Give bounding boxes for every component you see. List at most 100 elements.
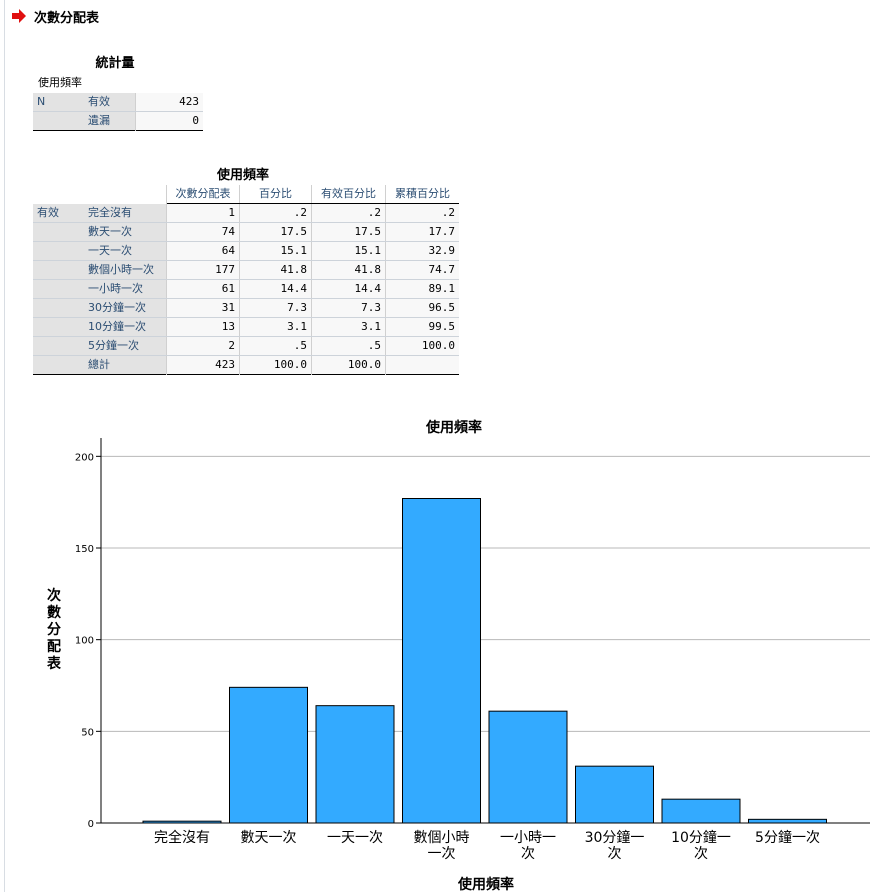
y-axis-label-char: 表 [46,655,62,672]
y-tick-label: 200 [75,452,94,463]
bar [575,765,654,824]
bar [402,498,481,824]
stats-value-missing: 0 [135,111,203,131]
stats-group-n: N [33,93,84,112]
freq-cell: 3.1 [239,317,312,337]
freq-cell: 13 [166,317,240,337]
col-header-percent: 百分比 [239,185,312,204]
y-axis-label: 次數分配表 [46,587,62,672]
x-tick-label: 10分鐘一 [671,829,731,846]
freq-title: 使用頻率 [216,168,269,183]
freq-cell: 74 [166,222,240,242]
freq-cell: 7.3 [239,298,312,318]
freq-cell: 64 [166,241,240,261]
freq-cell: 100.0 [311,355,386,375]
freq-cell: 74.7 [385,260,459,280]
x-tick-label: 一次 [428,846,456,862]
stats-label-missing: 遺漏 [84,111,136,131]
freq-cell: 17.5 [311,222,386,242]
y-axis-label-char: 數 [47,604,61,621]
table-row: N 有效 423 [33,93,203,112]
x-tick-label: 完全沒有 [154,829,210,846]
table-row: 一小時一次 61 14.4 14.4 89.1 [33,279,459,299]
y-tick-label: 100 [75,636,94,647]
y-axis-label-char: 次 [47,587,61,604]
freq-row-label: 數個小時一次 [84,260,167,280]
freq-cell: 14.4 [239,279,312,299]
y-tick-label: 50 [81,727,94,738]
stats-group-empty [33,111,84,131]
freq-cell: .2 [385,203,459,223]
freq-cell: .2 [311,203,386,223]
freq-cell: 14.4 [311,279,386,299]
freq-group-valid: 有效 [33,203,84,223]
freq-cell: 15.1 [239,241,312,261]
freq-cell: 2 [166,336,240,356]
bar [315,705,395,824]
freq-row-label: 一天一次 [84,241,167,261]
x-tick-label: 30分鐘一 [585,829,645,846]
freq-cell: 1 [166,203,240,223]
y-axis-label-char: 分 [47,622,61,638]
table-row: 總計 423 100.0 100.0 [33,355,459,375]
freq-row-label: 一小時一次 [84,279,167,299]
y-tick-label: 0 [88,819,94,830]
x-tick-label: 一天一次 [327,830,383,846]
x-tick-label: 次 [521,846,535,862]
x-tick-label: 數個小時 [414,830,470,846]
freq-cell: 17.7 [385,222,459,242]
output-header[interactable]: 次數分配表 [12,6,99,26]
freq-cell: 423 [166,355,240,375]
freq-table: 次數分配表 百分比 有效百分比 累積百分比 有效 完全沒有 1.2.2.2 數天一次 7… [33,185,459,375]
table-row: 5分鐘一次 2.5.5 100.0 [33,336,459,356]
freq-cell: 41.8 [311,260,386,280]
stats-value-valid: 423 [135,93,203,112]
freq-cell: 31 [166,298,240,318]
freq-cell: 3.1 [311,317,386,337]
x-tick-label: 次 [694,846,708,862]
freq-row-label: 5分鐘一次 [84,336,167,356]
freq-header-row: 次數分配表 百分比 有效百分比 累積百分比 [33,185,459,204]
stats-variable: 使用頻率 [38,76,82,89]
freq-cell: 99.5 [385,317,459,337]
bar [229,686,308,824]
freq-cell: 7.3 [311,298,386,318]
freq-cell: .2 [239,203,312,223]
stats-label-valid: 有效 [84,93,136,112]
freq-cell: .5 [311,336,386,356]
freq-cell [385,355,459,375]
freq-cell: 100.0 [385,336,459,356]
bar [661,798,741,824]
freq-cell: 100.0 [239,355,312,375]
bar [488,710,568,824]
freq-cell: 89.1 [385,279,459,299]
stats-title: 統計量 [95,56,135,71]
table-row: 30分鐘一次 31 7.3 7.3 96.5 [33,298,459,318]
table-row: 數個小時一次 177 41.8 41.8 74.7 [33,260,459,280]
x-tick-label: 數天一次 [241,830,297,846]
freq-cell: 41.8 [239,260,312,280]
freq-cell: 177 [166,260,240,280]
table-row: 數天一次 74 17.5 17.5 17.7 [33,222,459,242]
freq-cell: 32.9 [385,241,459,261]
header-title: 次數分配表 [34,10,100,26]
freq-row-label: 總計 [84,355,167,375]
col-header-count: 次數分配表 [166,185,240,204]
freq-row-label: 30分鐘一次 [84,298,167,318]
x-tick-label: 一小時一 [500,830,556,846]
freq-row-label: 完全沒有 [84,203,167,223]
freq-cell: 15.1 [311,241,386,261]
table-row: 遺漏 0 [33,111,203,131]
stats-table: N 有效 423 遺漏 0 [33,93,203,131]
x-tick-label: 5分鐘一次 [755,829,820,846]
y-axis-label-char: 配 [47,639,61,655]
freq-cell: 61 [166,279,240,299]
chart-title: 使用頻率 [425,419,482,436]
freq-cell: 17.5 [239,222,312,242]
left-border [4,0,5,892]
x-axis-label: 使用頻率 [457,876,514,892]
x-tick-label: 次 [608,846,622,862]
freq-cell: .5 [239,336,312,356]
freq-cell: 96.5 [385,298,459,318]
